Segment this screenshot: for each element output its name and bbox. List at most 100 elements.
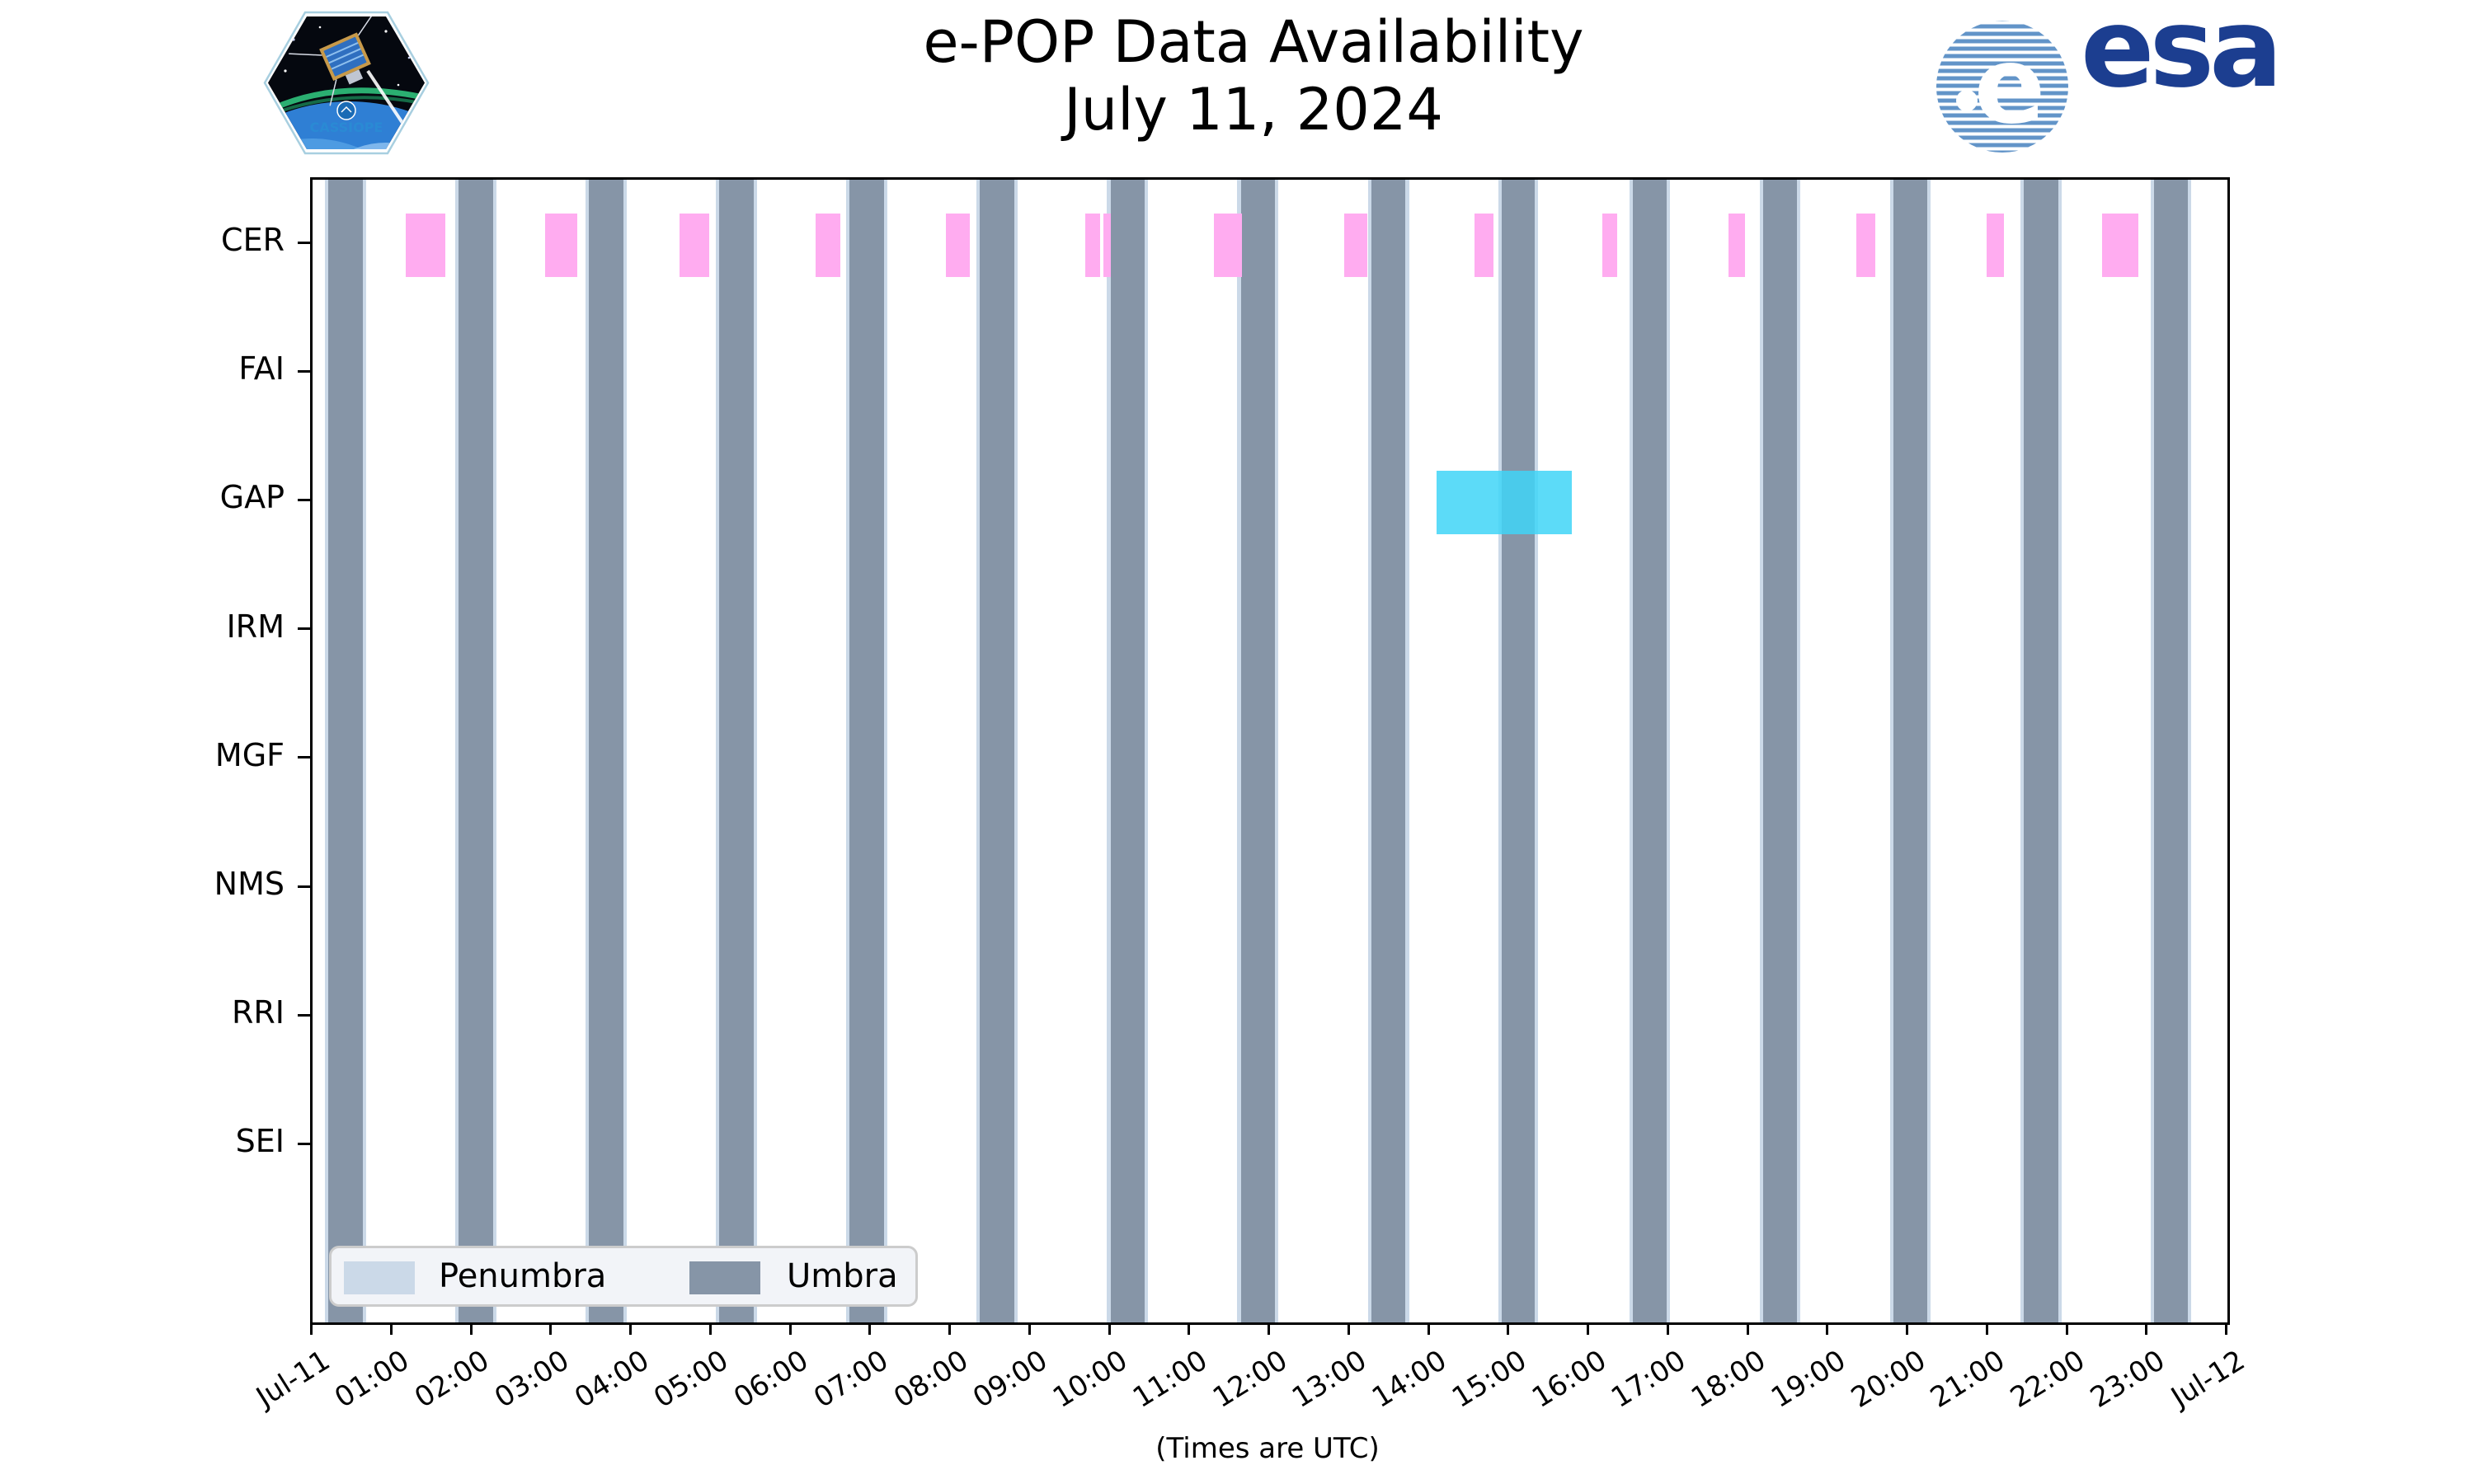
plot-area: Penumbra Umbra xyxy=(310,177,2230,1325)
cer-availability-bar xyxy=(1475,213,1493,277)
badge-emblem xyxy=(336,101,356,120)
badge-satellite xyxy=(289,16,382,106)
cer-availability-bar xyxy=(1602,213,1617,277)
y-tick-label-rri: RRI xyxy=(231,994,285,1031)
x-tick-label: 07:00 xyxy=(807,1344,894,1415)
cer-availability-bar xyxy=(680,213,709,277)
x-tick xyxy=(469,1322,473,1335)
y-tick-label-sei: SEI xyxy=(235,1123,285,1160)
umbra-bar xyxy=(2154,180,2188,1322)
x-tick-label: 15:00 xyxy=(1446,1344,1532,1415)
cassiope-mission-badge: CASSIOPE xyxy=(263,11,430,155)
svg-text:e: e xyxy=(1974,25,2046,148)
x-tick xyxy=(1108,1322,1111,1335)
cer-availability-bar xyxy=(545,213,577,277)
umbra-bar xyxy=(1110,180,1145,1322)
umbra-bar xyxy=(849,180,885,1322)
y-tick-label-gap: GAP xyxy=(219,479,285,516)
umbra-legend-label: Umbra xyxy=(787,1257,898,1295)
umbra-bar xyxy=(589,180,624,1322)
chart-subtitle: July 11, 2024 xyxy=(1064,76,1443,143)
x-tick-label: 22:00 xyxy=(2004,1344,2091,1415)
y-tick xyxy=(298,1142,310,1145)
x-tick xyxy=(1906,1322,1908,1335)
x-tick-label: Jul-12 xyxy=(2165,1344,2251,1415)
x-tick xyxy=(1268,1322,1270,1335)
gap-availability-bar xyxy=(1436,470,1573,534)
y-tick xyxy=(298,627,310,631)
penumbra-legend-label: Penumbra xyxy=(439,1257,607,1295)
x-tick-label: 04:00 xyxy=(568,1344,655,1415)
x-tick-label: 02:00 xyxy=(408,1344,496,1415)
x-tick xyxy=(1188,1322,1191,1335)
cer-availability-bar xyxy=(1214,213,1243,277)
x-tick xyxy=(2065,1322,2068,1335)
chart-title-block: e-POP Data Availability July 11, 2024 xyxy=(750,8,1757,143)
x-tick-label: 01:00 xyxy=(329,1344,416,1415)
y-tick-label-cer: CER xyxy=(221,222,285,258)
x-tick-label: 23:00 xyxy=(2084,1344,2171,1415)
x-tick xyxy=(2145,1322,2148,1335)
cer-availability-bar xyxy=(1344,213,1367,277)
cer-availability-bar xyxy=(815,213,841,277)
x-axis-caption: (Times are UTC) xyxy=(1155,1432,1380,1465)
y-tick-label-nms: NMS xyxy=(214,866,285,902)
x-tick-label: 17:00 xyxy=(1606,1344,1692,1415)
y-tick-label-irm: IRM xyxy=(226,608,285,645)
x-tick xyxy=(549,1322,553,1335)
x-tick xyxy=(1587,1322,1589,1335)
x-tick-label: 09:00 xyxy=(967,1344,1054,1415)
x-tick-label: Jul-11 xyxy=(250,1344,336,1415)
cer-availability-bar xyxy=(2102,213,2138,277)
umbra-legend-swatch xyxy=(689,1261,760,1294)
umbra-bar xyxy=(2024,180,2059,1322)
cer-availability-bar xyxy=(405,213,446,277)
y-tick-label-fai: FAI xyxy=(238,350,285,387)
y-tick xyxy=(298,885,310,888)
x-tick-label: 21:00 xyxy=(1925,1344,2011,1415)
x-tick-label: 10:00 xyxy=(1047,1344,1134,1415)
x-tick-label: 19:00 xyxy=(1765,1344,1851,1415)
umbra-bar xyxy=(1633,180,1667,1322)
x-tick xyxy=(1347,1322,1350,1335)
cer-availability-bar xyxy=(1084,213,1100,277)
cer-availability-bar xyxy=(1729,213,1745,277)
umbra-bar xyxy=(459,180,494,1322)
x-tick xyxy=(708,1322,712,1335)
x-tick xyxy=(1507,1322,1510,1335)
umbra-bar xyxy=(1371,180,1406,1322)
cer-availability-bar xyxy=(1987,213,2005,277)
esa-wordmark: esa xyxy=(2081,0,2283,112)
chart-title: e-POP Data Availability xyxy=(923,8,1584,76)
x-tick xyxy=(1826,1322,1829,1335)
umbra-bar xyxy=(980,180,1015,1322)
umbra-bar xyxy=(1763,180,1797,1322)
x-tick-label: 03:00 xyxy=(488,1344,575,1415)
x-tick-label: 13:00 xyxy=(1286,1344,1373,1415)
umbra-bar xyxy=(1501,180,1535,1322)
x-tick xyxy=(2225,1322,2227,1335)
y-tick xyxy=(298,369,310,373)
y-tick-label-mgf: MGF xyxy=(214,736,285,773)
badge-aurora xyxy=(269,87,424,113)
penumbra-legend-swatch xyxy=(344,1261,415,1294)
x-tick xyxy=(310,1322,313,1335)
x-tick-label: 18:00 xyxy=(1685,1344,1772,1415)
umbra-bar xyxy=(328,180,364,1322)
x-tick xyxy=(1985,1322,1988,1335)
y-tick xyxy=(298,756,310,759)
umbra-bar xyxy=(1893,180,1927,1322)
x-tick-label: 12:00 xyxy=(1206,1344,1293,1415)
x-tick xyxy=(1746,1322,1749,1335)
x-tick xyxy=(788,1322,792,1335)
cer-availability-bar xyxy=(945,213,970,277)
y-tick xyxy=(298,1013,310,1017)
x-tick-label: 16:00 xyxy=(1526,1344,1612,1415)
x-tick xyxy=(868,1322,872,1335)
x-tick xyxy=(629,1322,632,1335)
y-tick xyxy=(298,241,310,244)
umbra-bar xyxy=(1240,180,1276,1322)
x-tick xyxy=(1666,1322,1669,1335)
cer-availability-bar xyxy=(1103,213,1111,277)
cer-availability-bar xyxy=(1856,213,1875,277)
